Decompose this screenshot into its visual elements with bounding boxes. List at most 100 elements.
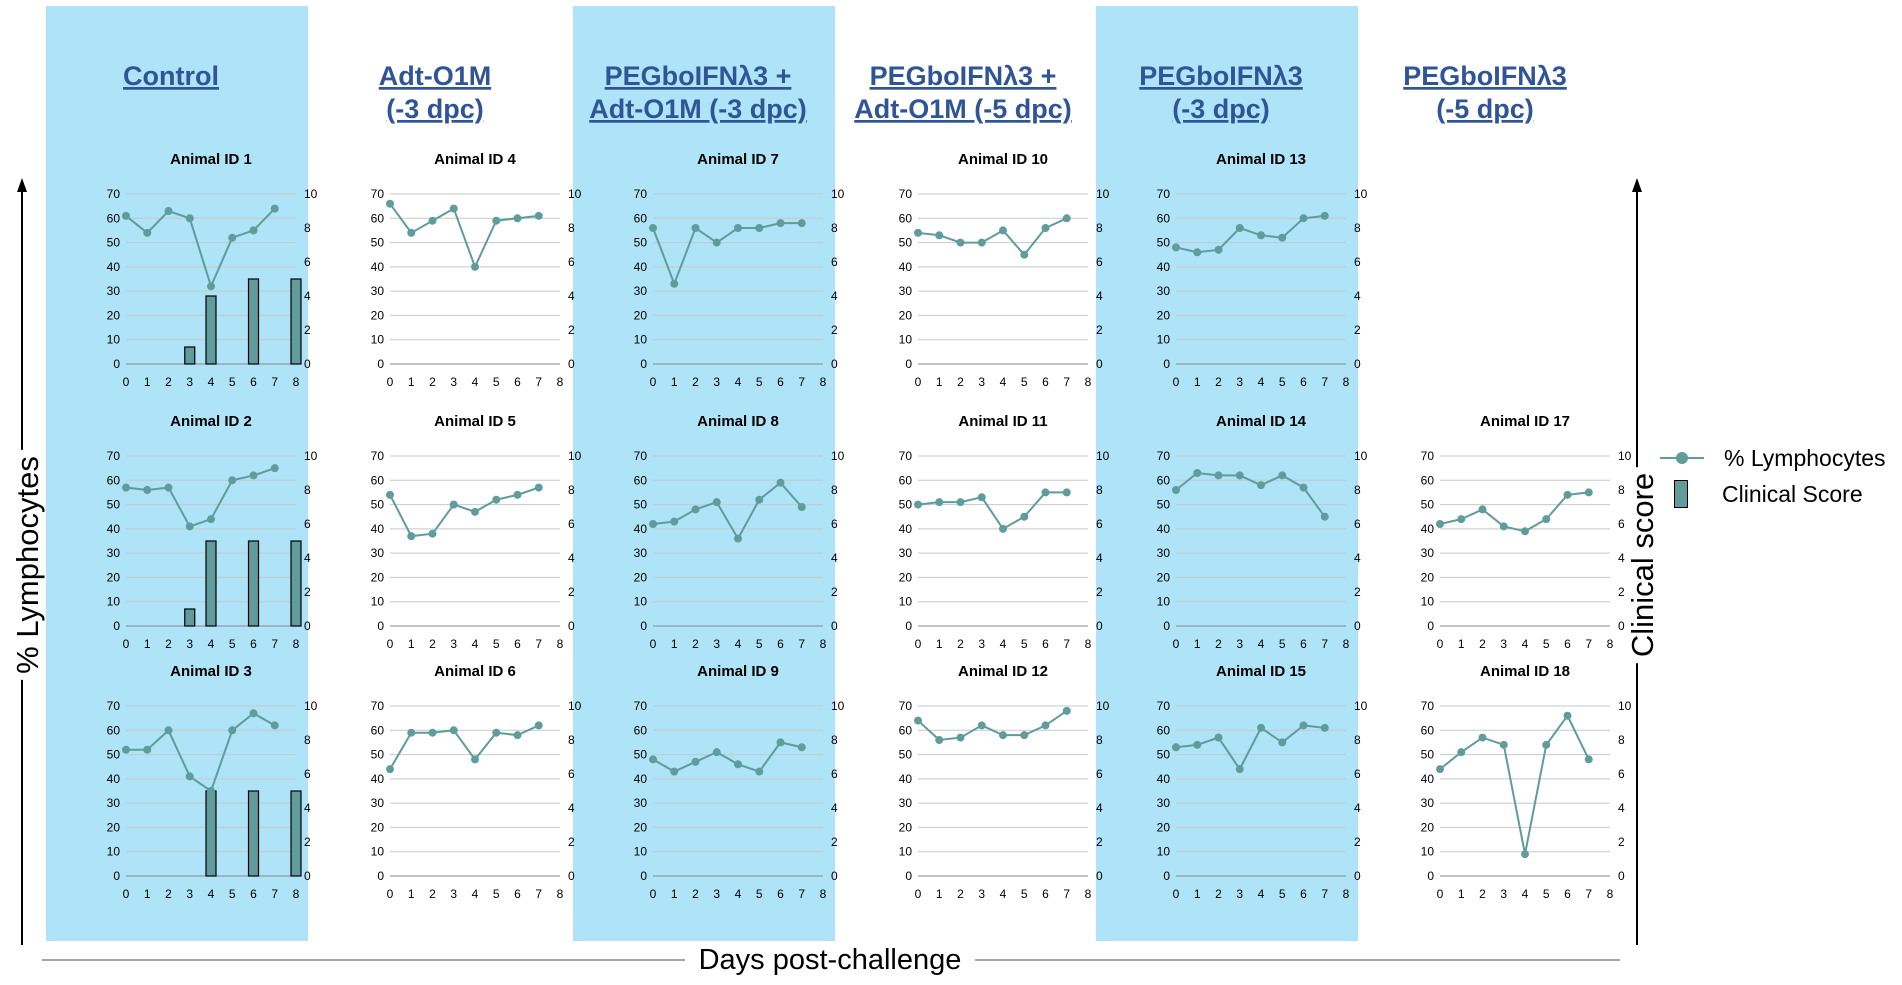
y-tick-label: 40	[1157, 260, 1171, 274]
group-column-bg	[1096, 6, 1358, 941]
y2-tick-label: 2	[1096, 323, 1103, 337]
x-tick-label: 7	[1063, 887, 1070, 901]
y-tick-label: 30	[634, 796, 648, 810]
subchart-title: Animal ID 13	[1216, 151, 1306, 168]
x-tick-label: 8	[1343, 887, 1350, 901]
y-tick-label: 50	[371, 748, 385, 762]
y-tick-label: 60	[107, 473, 121, 487]
y-tick-label: 20	[107, 820, 121, 834]
x-tick-label: 0	[387, 637, 394, 651]
y-tick-label: 10	[634, 333, 648, 347]
x-tick-label: 6	[777, 637, 784, 651]
lymphocytes-point	[513, 214, 522, 223]
x-tick-label: 8	[293, 637, 300, 651]
y-tick-label: 40	[634, 772, 648, 786]
y2-tick-label: 0	[304, 869, 311, 883]
y-tick-label: 70	[1157, 187, 1171, 201]
y-tick-label: 50	[634, 748, 648, 762]
lymphocytes-point	[207, 282, 215, 291]
lymphocytes-point	[270, 721, 279, 730]
x-tick-label: 4	[735, 887, 742, 901]
x-tick-label: 2	[957, 637, 964, 651]
y-tick-label: 30	[899, 546, 913, 560]
x-tick-label: 6	[1042, 375, 1049, 389]
x-tick-label: 7	[1321, 887, 1328, 901]
y-axis-right-title: Clinical score	[1625, 466, 1662, 664]
x-tick-label: 3	[450, 375, 457, 389]
y-tick-label: 60	[899, 473, 913, 487]
y2-tick-label: 8	[304, 221, 311, 235]
x-tick-label: 8	[293, 887, 300, 901]
x-tick-label: 6	[1300, 887, 1307, 901]
lymphocytes-point	[1257, 723, 1265, 732]
y-tick-label: 70	[899, 187, 913, 201]
y-tick-label: 70	[634, 699, 648, 713]
y2-tick-label: 10	[568, 449, 582, 463]
lymphocytes-point	[1563, 490, 1572, 499]
y-tick-label: 20	[899, 308, 913, 322]
lymphocytes-point	[1563, 711, 1572, 720]
x-tick-label: 3	[1500, 637, 1507, 651]
y-tick-label: 30	[107, 546, 121, 560]
y-tick-label: 60	[371, 473, 385, 487]
lymphocytes-point	[1436, 765, 1444, 774]
x-tick-label: 3	[1236, 887, 1243, 901]
y-tick-label: 40	[107, 260, 121, 274]
lymphocytes-point	[1521, 850, 1529, 859]
x-tick-label: 5	[493, 887, 500, 901]
lymphocytes-point	[977, 238, 986, 247]
lymphocytes-point	[1542, 515, 1551, 524]
x-tick-label: 6	[1300, 375, 1307, 389]
x-tick-label: 5	[229, 637, 236, 651]
y-tick-label: 30	[371, 284, 385, 298]
x-tick-label: 4	[735, 375, 742, 389]
y-tick-label: 20	[899, 820, 913, 834]
lymphocytes-point	[1320, 723, 1329, 732]
x-tick-label: 6	[1042, 887, 1049, 901]
subchart-title: Animal ID 6	[434, 663, 516, 680]
group-title: PEGboIFNλ3	[1403, 61, 1567, 91]
y2-tick-label: 4	[1618, 551, 1625, 565]
lymphocytes-point	[407, 728, 416, 737]
y2-tick-label: 8	[831, 221, 838, 235]
subchart-title: Animal ID 14	[1216, 413, 1307, 430]
y-tick-label: 40	[634, 522, 648, 536]
y-tick-label: 0	[1163, 357, 1170, 371]
lymphocytes-point	[249, 226, 258, 235]
y2-tick-label: 10	[304, 187, 318, 201]
y-tick-label: 30	[634, 546, 648, 560]
y2-tick-label: 2	[568, 585, 575, 599]
y-tick-label: 30	[1157, 796, 1171, 810]
lymphocytes-point	[1172, 486, 1180, 494]
lymphocytes-point	[977, 721, 986, 730]
lymphocytes-point	[407, 228, 416, 237]
lymphocytes-point	[270, 204, 279, 213]
y-tick-label: 40	[899, 260, 913, 274]
y-tick-label: 0	[377, 357, 384, 371]
lymphocytes-point	[999, 524, 1007, 533]
lymphocytes-point	[270, 464, 279, 473]
y-tick-label: 20	[634, 308, 648, 322]
x-tick-label: 3	[186, 887, 193, 901]
x-tick-label: 2	[1215, 637, 1222, 651]
x-tick-label: 7	[798, 887, 805, 901]
x-tick-label: 3	[186, 637, 193, 651]
x-tick-label: 6	[1564, 637, 1571, 651]
y-tick-label: 20	[1157, 820, 1171, 834]
lymphocytes-point	[143, 228, 152, 237]
y2-tick-label: 6	[304, 767, 311, 781]
lymphocytes-point	[797, 219, 806, 228]
y2-tick-label: 2	[568, 323, 575, 337]
y-tick-label: 30	[1157, 546, 1171, 560]
y-tick-label: 40	[1421, 772, 1435, 786]
x-tick-label: 7	[535, 375, 542, 389]
y2-tick-label: 10	[831, 187, 845, 201]
y2-tick-label: 8	[831, 483, 838, 497]
y2-tick-label: 8	[568, 221, 575, 235]
y-tick-label: 50	[899, 748, 913, 762]
y2-tick-label: 10	[1354, 699, 1368, 713]
